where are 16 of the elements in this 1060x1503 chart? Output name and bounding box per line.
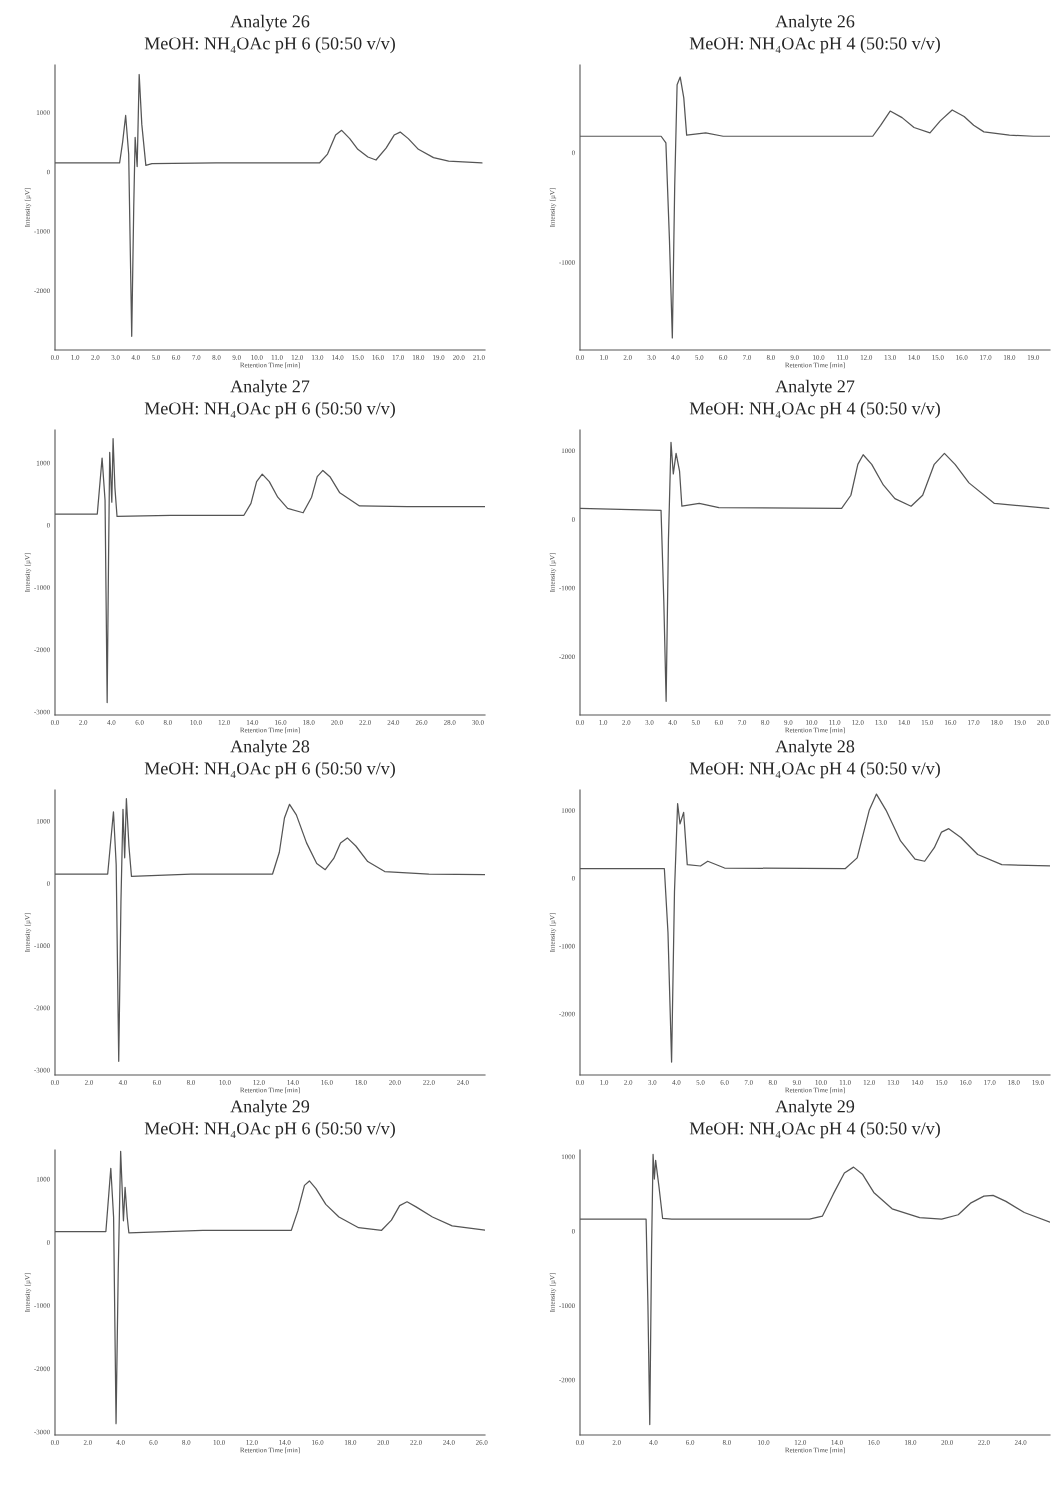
chart-title: Analyte 27 [775,379,855,397]
chart-subtitle: MeOH: NH₄OAc pH 6 (50:50 v/v) [144,401,395,419]
chart-title: Analyte 29 [775,1099,855,1117]
chart-subtitle: MeOH: NH₄OAc pH 4 (50:50 v/v) [689,1121,940,1139]
chart-subtitle: MeOH: NH₄OAc pH 4 (50:50 v/v) [689,761,940,779]
chart-title: Analyte 29 [230,1099,310,1117]
chart-subtitle: MeOH: NH₄OAc pH 6 (50:50 v/v) [144,761,395,779]
chart-title: Analyte 26 [775,14,855,32]
chart-subtitle: MeOH: NH₄OAc pH 4 (50:50 v/v) [689,36,940,54]
chart-title: Analyte 28 [775,739,855,757]
chart-subtitle: MeOH: NH₄OAc pH 4 (50:50 v/v) [689,401,940,419]
chart-title: Analyte 27 [230,379,310,397]
chart-title: Analyte 26 [230,14,310,32]
chart-subtitle: MeOH: NH₄OAc pH 6 (50:50 v/v) [144,1121,395,1139]
chart-title: Analyte 28 [230,739,310,757]
chart-subtitle: MeOH: NH₄OAc pH 6 (50:50 v/v) [144,36,395,54]
